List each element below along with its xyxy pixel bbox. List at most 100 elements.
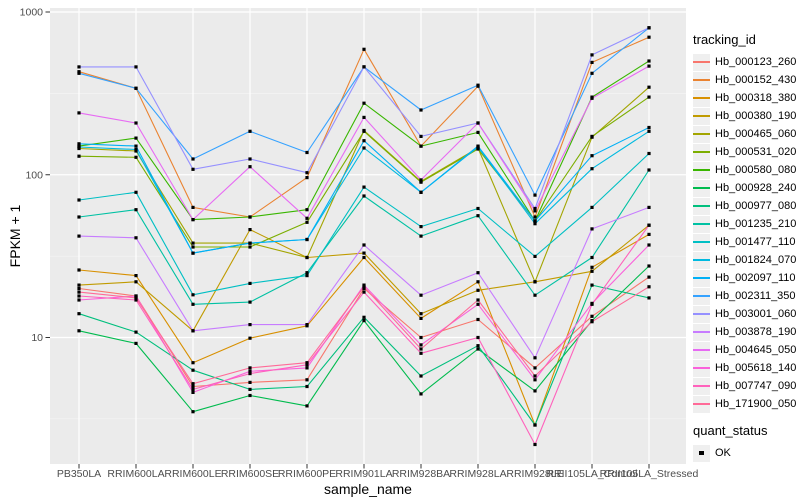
data-point xyxy=(248,281,252,285)
data-point xyxy=(248,372,252,376)
series-color-line-icon xyxy=(693,403,710,405)
legend-entry: Hb_000318_380 xyxy=(693,89,799,107)
data-point xyxy=(419,316,423,320)
data-point xyxy=(305,208,309,212)
legend-entry-label: Hb_005618_140 xyxy=(715,362,797,374)
data-point xyxy=(248,157,252,161)
data-point xyxy=(191,382,195,386)
data-point xyxy=(134,136,138,140)
data-point xyxy=(77,298,81,302)
legend-entry-label: Hb_000318_380 xyxy=(715,92,797,104)
data-point xyxy=(191,390,195,394)
data-point xyxy=(476,344,480,348)
data-point xyxy=(248,323,252,327)
data-point xyxy=(362,129,366,133)
data-point xyxy=(476,83,480,87)
legend-entry-label: Hb_000977_080 xyxy=(715,200,797,212)
series-color-line-icon xyxy=(693,241,710,243)
legend-key xyxy=(693,71,710,89)
data-point xyxy=(134,298,138,302)
data-point xyxy=(419,351,423,355)
legend-entry-label: Hb_000928_240 xyxy=(715,182,797,194)
legend-entry-label: Hb_001824_070 xyxy=(715,254,797,266)
data-point xyxy=(134,121,138,125)
legend-key xyxy=(693,89,710,107)
data-point xyxy=(77,329,81,333)
x-tick-label: RRII105LA_Stressed xyxy=(600,468,699,480)
legend-entry-label: Hb_002311_350 xyxy=(715,290,796,302)
data-point xyxy=(77,312,81,316)
data-point xyxy=(362,285,366,289)
legend-key xyxy=(693,233,710,251)
series-color-line-icon xyxy=(693,295,710,297)
legend-entry-label: Hb_001235_210 xyxy=(715,218,797,230)
data-point xyxy=(419,144,423,148)
legend-key xyxy=(693,305,710,323)
legend-key xyxy=(693,215,710,233)
data-point xyxy=(590,60,594,64)
data-point xyxy=(77,65,81,69)
data-point xyxy=(305,323,309,327)
data-point xyxy=(476,335,480,340)
data-point xyxy=(77,290,81,294)
legend-entry: Hb_002311_350 xyxy=(693,287,799,305)
legend-key xyxy=(693,143,710,161)
data-point xyxy=(419,234,423,238)
data-point xyxy=(305,271,309,275)
data-point xyxy=(419,134,423,138)
data-point xyxy=(362,194,366,198)
legend-entry: Hb_001824_070 xyxy=(693,251,799,269)
data-point xyxy=(77,154,81,158)
legend-key xyxy=(693,395,710,413)
data-point xyxy=(248,129,252,133)
data-point xyxy=(134,208,138,212)
data-point xyxy=(590,134,594,138)
data-point xyxy=(305,220,309,224)
data-point xyxy=(647,223,651,227)
data-point xyxy=(305,255,309,260)
legend-entry: Hb_007747_090 xyxy=(693,377,799,395)
data-point xyxy=(647,285,651,289)
data-point xyxy=(647,26,651,30)
data-point xyxy=(305,384,309,389)
data-point xyxy=(533,254,537,258)
x-tick-label: RRIM928LE xyxy=(506,468,563,480)
data-point xyxy=(419,312,423,316)
data-point xyxy=(134,341,138,345)
data-point xyxy=(134,294,138,298)
data-point xyxy=(590,96,594,100)
data-point xyxy=(419,178,423,182)
data-point xyxy=(647,151,651,156)
data-point xyxy=(362,286,366,291)
data-point xyxy=(476,280,480,284)
y-tick-label: 1000 xyxy=(20,7,44,19)
data-point xyxy=(305,361,309,365)
data-point xyxy=(533,378,537,382)
legend-entry-label: Hb_004645_050 xyxy=(715,344,797,356)
data-point xyxy=(305,171,309,175)
data-point xyxy=(134,330,138,334)
data-point xyxy=(647,95,651,99)
data-point xyxy=(248,380,252,384)
data-point xyxy=(590,302,594,306)
data-point xyxy=(647,243,651,247)
data-point xyxy=(191,361,195,365)
data-point xyxy=(134,280,138,284)
series-color-line-icon xyxy=(693,277,710,279)
series-color-line-icon xyxy=(693,133,710,135)
legend-key xyxy=(693,179,710,197)
legend-key xyxy=(693,341,710,359)
x-tick-label: PB350LA xyxy=(57,468,101,480)
data-point xyxy=(647,205,651,209)
data-point xyxy=(647,125,651,130)
data-point xyxy=(191,410,195,414)
data-point xyxy=(476,317,480,322)
legend-entry-label: Hb_002097_110 xyxy=(715,272,796,284)
legend-entry-label: Hb_000580_080 xyxy=(715,164,797,176)
data-point xyxy=(77,234,81,238)
data-point xyxy=(134,296,138,300)
data-point xyxy=(647,264,651,268)
data-point xyxy=(191,387,195,391)
legend-entries: Hb_000123_260 Hb_000152_430 Hb_000318_380 H… xyxy=(693,53,799,413)
y-tick-label: 100 xyxy=(25,169,43,181)
